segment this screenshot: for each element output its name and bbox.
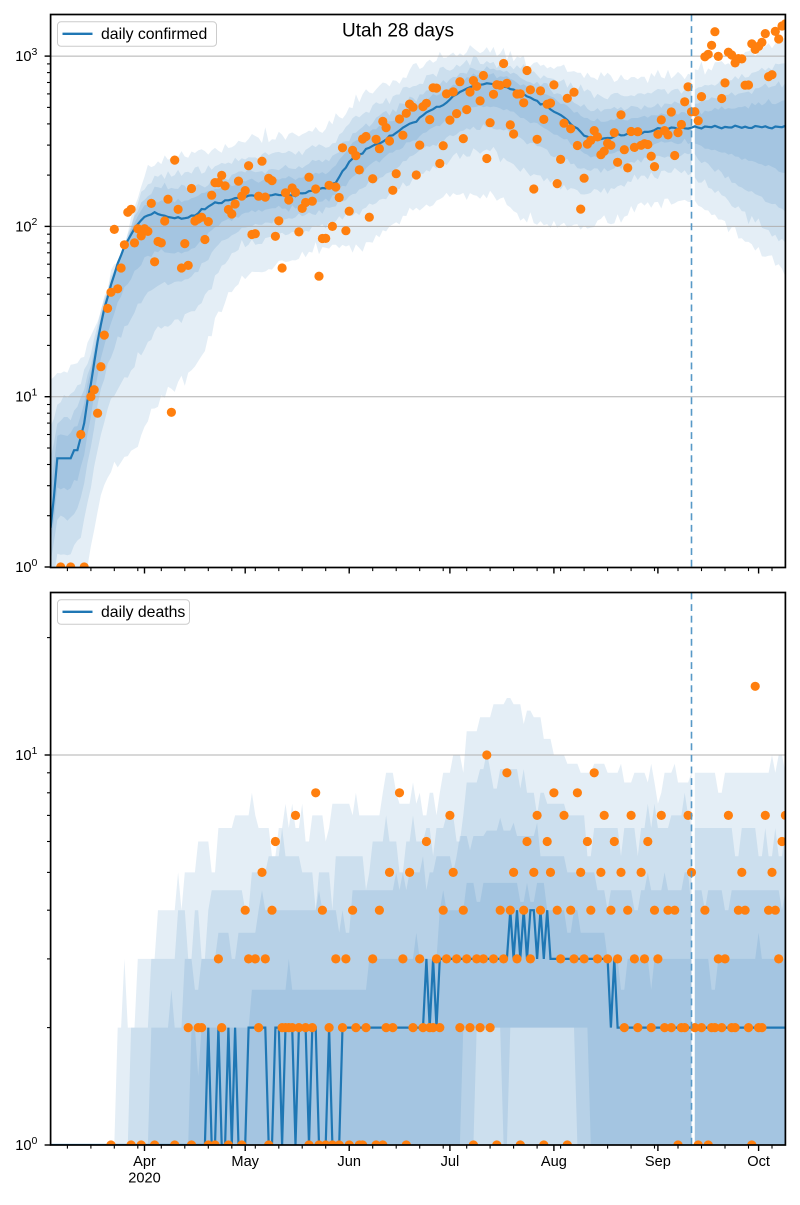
svg-text:daily deaths: daily deaths (101, 604, 185, 621)
svg-text:daily confirmed: daily confirmed (101, 26, 207, 43)
svg-text:0: 0 (32, 557, 38, 569)
svg-text:0: 0 (32, 1135, 38, 1147)
svg-text:10: 10 (15, 390, 31, 406)
svg-text:Sep: Sep (645, 1154, 671, 1170)
svg-text:3: 3 (32, 46, 38, 58)
svg-text:10: 10 (15, 219, 31, 235)
svg-text:1: 1 (32, 387, 38, 399)
svg-text:Apr: Apr (133, 1154, 156, 1170)
svg-text:10: 10 (15, 1138, 31, 1154)
svg-text:2: 2 (32, 216, 38, 228)
svg-text:May: May (231, 1154, 259, 1170)
svg-text:Jul: Jul (441, 1154, 460, 1170)
svg-text:Oct: Oct (747, 1154, 770, 1170)
svg-text:2020: 2020 (128, 1171, 160, 1187)
svg-text:Aug: Aug (541, 1154, 567, 1170)
svg-text:1: 1 (32, 745, 38, 757)
svg-text:Jun: Jun (337, 1154, 361, 1170)
svg-text:Utah 28 days: Utah 28 days (342, 21, 454, 42)
svg-text:10: 10 (15, 748, 31, 764)
svg-text:10: 10 (15, 560, 31, 576)
svg-text:10: 10 (15, 49, 31, 65)
